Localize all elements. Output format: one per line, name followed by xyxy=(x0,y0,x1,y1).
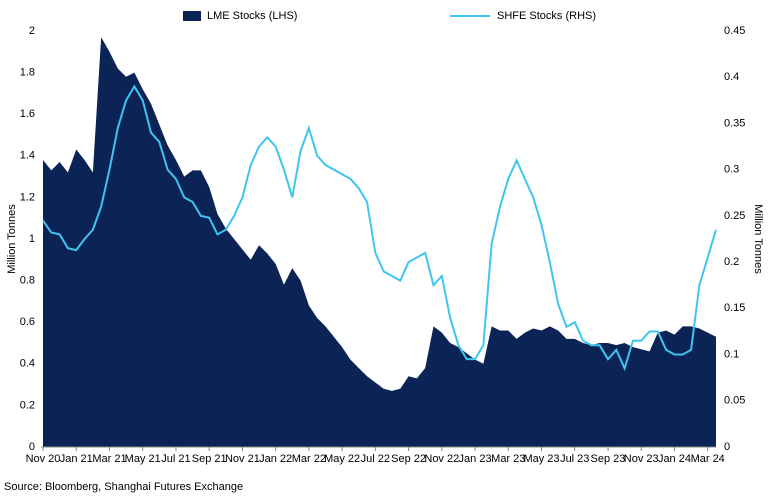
y-tick-label: 2 xyxy=(29,25,35,37)
y2-tick-label: 0.1 xyxy=(724,348,739,360)
y2-tick-label: 0.15 xyxy=(724,302,745,314)
area xyxy=(43,37,716,448)
x-tick-label: May 22 xyxy=(324,453,361,465)
y-axis-label: Million Tonnes xyxy=(6,204,18,274)
legend-label: LME Stocks (LHS) xyxy=(207,10,297,22)
y2-tick-label: 0 xyxy=(724,441,730,453)
x-tick-label: Sep 21 xyxy=(191,453,227,465)
x-tick-label: Nov 21 xyxy=(224,453,260,465)
x-tick-label: May 21 xyxy=(124,453,161,465)
y2-tick-label: 0.05 xyxy=(724,395,745,407)
y-tick-label: 1 xyxy=(29,233,35,245)
x-tick-label: Mar 24 xyxy=(690,453,725,465)
y2-tick-label: 0.4 xyxy=(724,71,739,83)
x-tick-label: Jul 22 xyxy=(360,453,391,465)
x-tick-label: Jan 21 xyxy=(59,453,93,465)
x-tick-label: Nov 23 xyxy=(623,453,659,465)
x-tick-label: Nov 22 xyxy=(424,453,460,465)
source-note: Source: Bloomberg, Shanghai Futures Exch… xyxy=(4,481,244,493)
y2-tick-label: 0.25 xyxy=(724,210,745,222)
y2-axis-label: Million Tonnes xyxy=(752,204,764,274)
y-tick-label: 1.4 xyxy=(20,150,35,162)
y-tick-label: 0.4 xyxy=(20,358,35,370)
x-tick-label: Sep 22 xyxy=(391,453,427,465)
x-tick-label: May 23 xyxy=(523,453,560,465)
y2-tick-label: 0.45 xyxy=(724,25,745,37)
y-tick-label: 1.2 xyxy=(20,191,35,203)
y-tick-label: 1.8 xyxy=(20,67,35,79)
y-tick-label: 0.2 xyxy=(20,399,35,411)
x-tick-label: Nov 20 xyxy=(25,453,61,465)
x-tick-label: Mar 22 xyxy=(291,453,326,465)
x-tick-label: Jul 23 xyxy=(560,453,590,465)
legend-label: SHFE Stocks (RHS) xyxy=(497,10,596,22)
x-tick-label: Mar 21 xyxy=(92,453,127,465)
y2-tick-label: 0.3 xyxy=(724,164,739,176)
x-tick-label: Jan 23 xyxy=(458,453,492,465)
x-tick-label: Mar 23 xyxy=(491,453,526,465)
line xyxy=(42,84,717,372)
x-tick-label: Jul 21 xyxy=(161,453,191,465)
y-tick-label: 1.6 xyxy=(20,108,35,120)
y-tick-label: 0.8 xyxy=(20,275,35,287)
x-tick-label: Sep 23 xyxy=(590,453,626,465)
y2-tick-label: 0.2 xyxy=(724,256,739,268)
y-tick-label: 0 xyxy=(29,441,35,453)
legend-swatch xyxy=(183,11,201,21)
y2-tick-label: 0.35 xyxy=(724,117,745,129)
x-tick-label: Jan 24 xyxy=(657,453,691,465)
y-tick-label: 0.6 xyxy=(20,316,35,328)
x-tick-label: Jan 22 xyxy=(259,453,293,465)
